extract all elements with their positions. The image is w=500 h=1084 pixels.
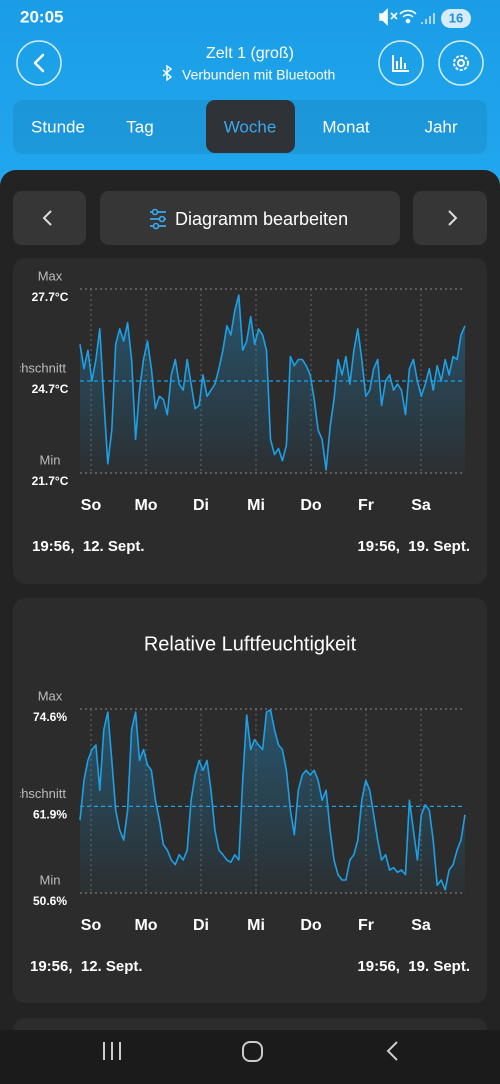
- area: [80, 709, 465, 893]
- start-time: 19:56, 12. Sept.: [32, 538, 145, 555]
- end-time: 19:56, 19. Sept.: [357, 538, 470, 555]
- x-tick-label: Do: [300, 497, 322, 514]
- y-tick-name: Min: [40, 872, 61, 887]
- y-tick-name: Min: [40, 452, 61, 467]
- device-title: Zelt 1 (groß): [206, 45, 294, 62]
- y-tick-label: 24.7°C: [32, 382, 69, 396]
- x-tick-label: Sa: [411, 917, 431, 934]
- y-tick-label: 74.6%: [33, 710, 67, 724]
- y-tick-label: 27.7°C: [32, 290, 69, 304]
- line: [79, 294, 466, 471]
- tabs: Stunde Tag Woche Monat Jahr: [31, 100, 458, 153]
- tab[interactable]: Jahr: [424, 117, 457, 136]
- x-tick-label: So: [81, 917, 102, 934]
- y-tick-name: Max: [38, 688, 63, 703]
- nav-bar: [0, 1030, 500, 1084]
- nav-icons[interactable]: [103, 1041, 398, 1062]
- clock: 20:05: [20, 7, 63, 26]
- x-tick-label: Fr: [358, 497, 374, 514]
- x-tick-label: Di: [193, 917, 209, 934]
- next-button[interactable]: [413, 191, 487, 245]
- tab[interactable]: Tag: [126, 117, 153, 136]
- x-tick-label: Mo: [134, 917, 157, 934]
- settings-button[interactable]: [438, 40, 484, 86]
- tab[interactable]: Woche: [224, 117, 277, 136]
- status-icons: [379, 8, 435, 26]
- bluetooth-icon: [162, 64, 173, 82]
- y-tick-name: Durchschnitt: [0, 786, 66, 801]
- end-time: 19:56, 19. Sept.: [357, 958, 470, 975]
- chart-title: Relative Luftfeuchtigkeit: [144, 633, 357, 655]
- y-tick-label: 61.9%: [33, 808, 67, 822]
- x-tick-label: Sa: [411, 497, 431, 514]
- y-tick-label: 50.6%: [33, 894, 67, 908]
- x-tick-label: Mo: [134, 497, 157, 514]
- start-time: 19:56, 12. Sept.: [30, 958, 143, 975]
- x-tick-label: Do: [300, 917, 322, 934]
- tab[interactable]: Monat: [322, 117, 370, 136]
- x-tick-label: So: [81, 497, 102, 514]
- y-tick-name: Durchschnitt: [0, 360, 66, 375]
- edit-button[interactable]: Diagramm bearbeiten: [100, 191, 400, 245]
- edit-label: Diagramm bearbeiten: [175, 209, 348, 229]
- x-tick-label: Mi: [247, 917, 265, 934]
- line: [79, 709, 466, 891]
- back-button[interactable]: [16, 40, 62, 86]
- x-tick-label: Mi: [247, 497, 265, 514]
- charts: So Mo Di Mi Do Fr Sa Min 21.7°C Durchschnitt 24.7°…: [0, 268, 470, 975]
- battery-pill: [441, 9, 471, 28]
- area: [80, 295, 465, 473]
- y-tick-name: Max: [38, 268, 63, 283]
- y-tick-label: 21.7°C: [32, 474, 69, 488]
- stats-button[interactable]: [378, 40, 424, 86]
- x-tick-label: Di: [193, 497, 209, 514]
- prev-button[interactable]: [13, 191, 86, 245]
- active-tab: [206, 100, 295, 153]
- tab[interactable]: Stunde: [31, 117, 85, 136]
- battery-level: 16: [449, 10, 463, 25]
- x-tick-label: Fr: [358, 917, 374, 934]
- connection-status: Verbunden mit Bluetooth: [182, 67, 335, 83]
